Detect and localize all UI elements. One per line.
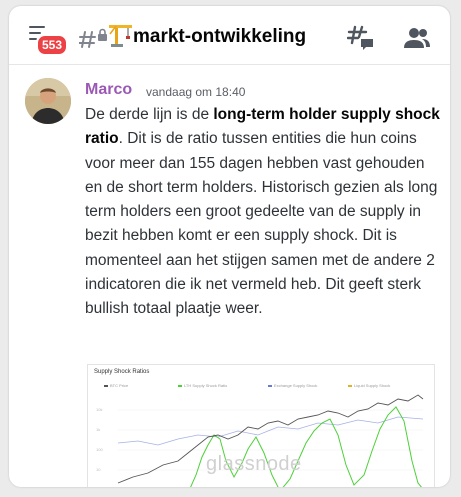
members-icon[interactable] — [403, 27, 431, 49]
message-author[interactable]: Marco — [85, 81, 133, 98]
message-card: 553 markt-ontwikkeling — [9, 6, 450, 487]
threads-icon[interactable] — [347, 25, 375, 51]
chart-plot: 10k 1k 100 10 — [96, 394, 424, 487]
legend-label: Exchange Supply Shock — [274, 383, 318, 388]
unread-badge: 553 — [36, 34, 69, 56]
svg-text:1k: 1k — [96, 427, 100, 432]
legend-item: Exchange Supply Shock — [268, 383, 317, 388]
attachment-image[interactable]: Supply Shock Ratios BTC Price LTH Supply… — [87, 364, 435, 487]
legend-item: BTC Price — [104, 383, 128, 388]
legend-item: Liquid Supply Shock — [348, 383, 390, 388]
watermark: glassnode — [206, 453, 302, 475]
attachment-title: Supply Shock Ratios — [94, 369, 150, 375]
svg-text:10: 10 — [96, 467, 101, 472]
channel-header: 553 markt-ontwikkeling — [9, 6, 450, 65]
message-content: De derde lijn is de long-term holder sup… — [85, 103, 440, 322]
message-timestamp: vandaag om 18:40 — [146, 85, 246, 99]
message-text-rest: . Dit is de ratio tussen entities die hu… — [85, 130, 438, 318]
legend-label: BTC Price — [110, 383, 129, 388]
legend-item: LTH Supply Shock Ratio — [178, 383, 227, 388]
message-text-intro: De derde lijn is de — [85, 106, 214, 123]
legend-label: LTH Supply Shock Ratio — [184, 383, 228, 388]
locked-channel-icon — [79, 28, 107, 48]
svg-text:100: 100 — [96, 447, 103, 452]
menu-icon[interactable] — [29, 26, 55, 48]
avatar[interactable] — [25, 78, 71, 124]
channel-name: markt-ontwikkeling — [133, 26, 307, 47]
legend-label: Liquid Supply Shock — [354, 383, 391, 388]
crane-icon — [109, 25, 132, 47]
svg-text:10k: 10k — [96, 407, 102, 412]
message-text-bold: long-term holder supply shock ratio — [85, 106, 440, 148]
